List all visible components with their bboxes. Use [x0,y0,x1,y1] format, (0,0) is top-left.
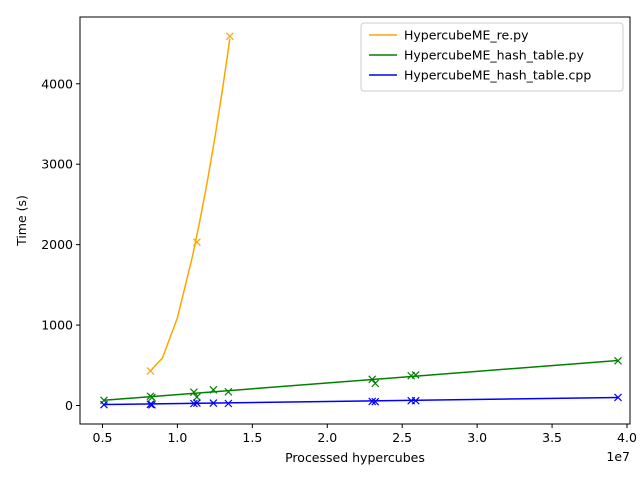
series-line-hypercubeme-re-py [149,38,231,372]
data-point-hypercubeme-hash-table-py [189,388,198,397]
data-point-hypercubeme-hash-table-cpp [192,399,201,408]
x-tick-label: 1.5 [242,430,262,445]
y-axis-label: Time (s) [14,195,29,247]
data-point-hypercubeme-hash-table-cpp [224,399,233,408]
data-point-hypercubeme-hash-table-cpp [368,397,377,406]
data-point-hypercubeme-hash-table-cpp [146,400,155,409]
y-tick-label: 0 [65,398,73,413]
data-point-hypercubeme-hash-table-cpp [189,399,198,408]
x-tick-label: 2.5 [392,430,412,445]
data-point-hypercubeme-hash-table-cpp [209,399,218,408]
data-point-hypercubeme-hash-table-py [148,393,156,402]
legend-frame [360,22,624,92]
y-tick-label: 1000 [41,318,73,333]
data-point-hypercubeme-hash-table-cpp [371,397,380,406]
series-line-hypercubeme-hash-table-cpp [103,396,619,406]
legend: HypercubeME_re.py HypercubeME_hash_table… [360,22,624,92]
data-point-hypercubeme-hash-table-cpp [100,400,108,409]
x-tick-label: 4.0 [617,430,637,445]
x-tick-label: 1.0 [167,430,187,445]
legend-label-re-py: HypercubeME_re.py [404,28,529,43]
x-tick-label: 3.5 [542,430,562,445]
series-line-hypercubeme-hash-table-py [103,359,619,402]
plot-area [100,32,622,409]
data-point-hypercubeme-hash-table-cpp [148,400,156,409]
y-axis-ticks: 0 1000 2000 3000 4000 [41,76,80,413]
y-tick-label: 4000 [41,76,73,91]
data-point-hypercubeme-re-py [192,238,201,247]
x-tick-label: 0.5 [93,430,113,445]
data-point-hypercubeme-hash-table-py [411,371,420,379]
legend-label-hash-table-cpp: HypercubeME_hash_table.cpp [404,68,591,83]
y-tick-label: 3000 [41,157,73,172]
x-tick-label: 2.0 [317,430,337,445]
data-point-hypercubeme-hash-table-cpp [411,396,420,405]
x-axis-label: Processed hypercubes [285,450,425,465]
axes-frame [79,16,631,425]
data-point-hypercubeme-hash-table-py [371,379,380,388]
data-point-hypercubeme-hash-table-py [209,385,218,394]
x-axis-offset-label: 1e7 [606,449,630,464]
data-point-hypercubeme-hash-table-py [368,375,377,384]
y-tick-label: 2000 [41,237,73,252]
x-axis-ticks: 0.5 1.0 1.5 2.0 2.5 3.0 3.5 4.0 [93,424,637,445]
data-point-hypercubeme-hash-table-py [192,393,201,401]
data-point-hypercubeme-hash-table-cpp [614,393,622,402]
data-point-hypercubeme-hash-table-py [614,356,622,365]
data-point-hypercubeme-hash-table-py [224,387,233,396]
legend-label-hash-table-py: HypercubeME_hash_table.py [404,48,584,63]
data-point-hypercubeme-re-py [146,366,155,375]
x-tick-label: 3.0 [467,430,487,445]
data-point-hypercubeme-re-py [225,32,234,41]
